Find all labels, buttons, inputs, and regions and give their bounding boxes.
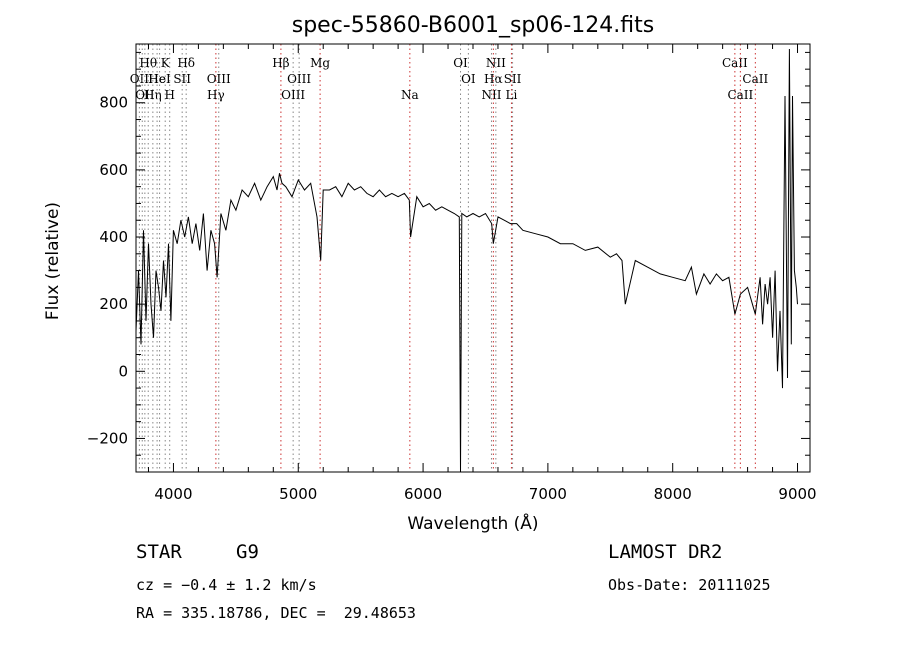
plot-frame xyxy=(135,43,811,473)
line-label: OIII xyxy=(207,72,231,86)
line-label: H xyxy=(164,88,174,102)
x-tick-label: 4000 xyxy=(154,485,192,503)
line-label: Hβ xyxy=(272,56,289,70)
line-label: Hδ xyxy=(177,56,195,70)
line-label: Hθ xyxy=(139,56,157,70)
line-label: OI xyxy=(453,56,468,70)
line-label: NII xyxy=(481,88,501,102)
line-label: K xyxy=(161,56,171,70)
x-tick-label: 7000 xyxy=(529,485,567,503)
object-subclass: G9 xyxy=(236,541,259,563)
line-label: CaII xyxy=(727,88,753,102)
y-axis-label: Flux (relative) xyxy=(43,202,63,320)
line-label: OIII xyxy=(287,72,311,86)
y-tick-label: 0 xyxy=(118,362,128,380)
object-class: STAR xyxy=(136,541,182,563)
line-label: He xyxy=(148,72,166,86)
line-label: OI xyxy=(461,72,476,86)
line-label: HeI xyxy=(148,72,171,86)
line-label: Hγ xyxy=(207,88,225,102)
y-tick-label: 800 xyxy=(99,94,128,112)
line-label: CaII xyxy=(722,56,748,70)
redshift-cz: cz = −0.4 ± 1.2 km/s xyxy=(136,576,317,594)
y-tick-label: 200 xyxy=(99,295,128,313)
ra-dec-coordinates: RA = 335.18786, DEC = 29.48653 xyxy=(136,604,416,622)
survey-name: LAMOST DR2 xyxy=(608,541,723,563)
spectrum-line xyxy=(135,48,798,473)
line-label: OIII xyxy=(281,88,305,102)
line-label: NII xyxy=(486,56,506,70)
line-label: SII xyxy=(504,72,522,86)
observation-date: Obs-Date: 20111025 xyxy=(608,576,771,594)
chart-title: spec-55860-B6001_sp06-124.fits xyxy=(292,13,655,38)
line-label: Na xyxy=(401,88,419,102)
line-label: Hα xyxy=(484,72,503,86)
x-tick-label: 9000 xyxy=(778,485,816,503)
x-tick-label: 5000 xyxy=(279,485,317,503)
x-tick-label: 6000 xyxy=(404,485,442,503)
x-axis-label: Wavelength (Å) xyxy=(407,512,538,534)
line-label: SII xyxy=(173,72,191,86)
y-tick-label: 600 xyxy=(99,161,128,179)
line-label: Hη xyxy=(144,88,162,102)
line-label: OII xyxy=(135,88,155,102)
x-tick-label: 8000 xyxy=(654,485,692,503)
line-label: Mg xyxy=(310,56,330,70)
line-label: CaII xyxy=(742,72,768,86)
y-tick-label: −200 xyxy=(87,429,128,447)
y-tick-label: 400 xyxy=(99,228,128,246)
line-label: OII xyxy=(130,72,150,86)
line-label: Li xyxy=(506,88,518,102)
